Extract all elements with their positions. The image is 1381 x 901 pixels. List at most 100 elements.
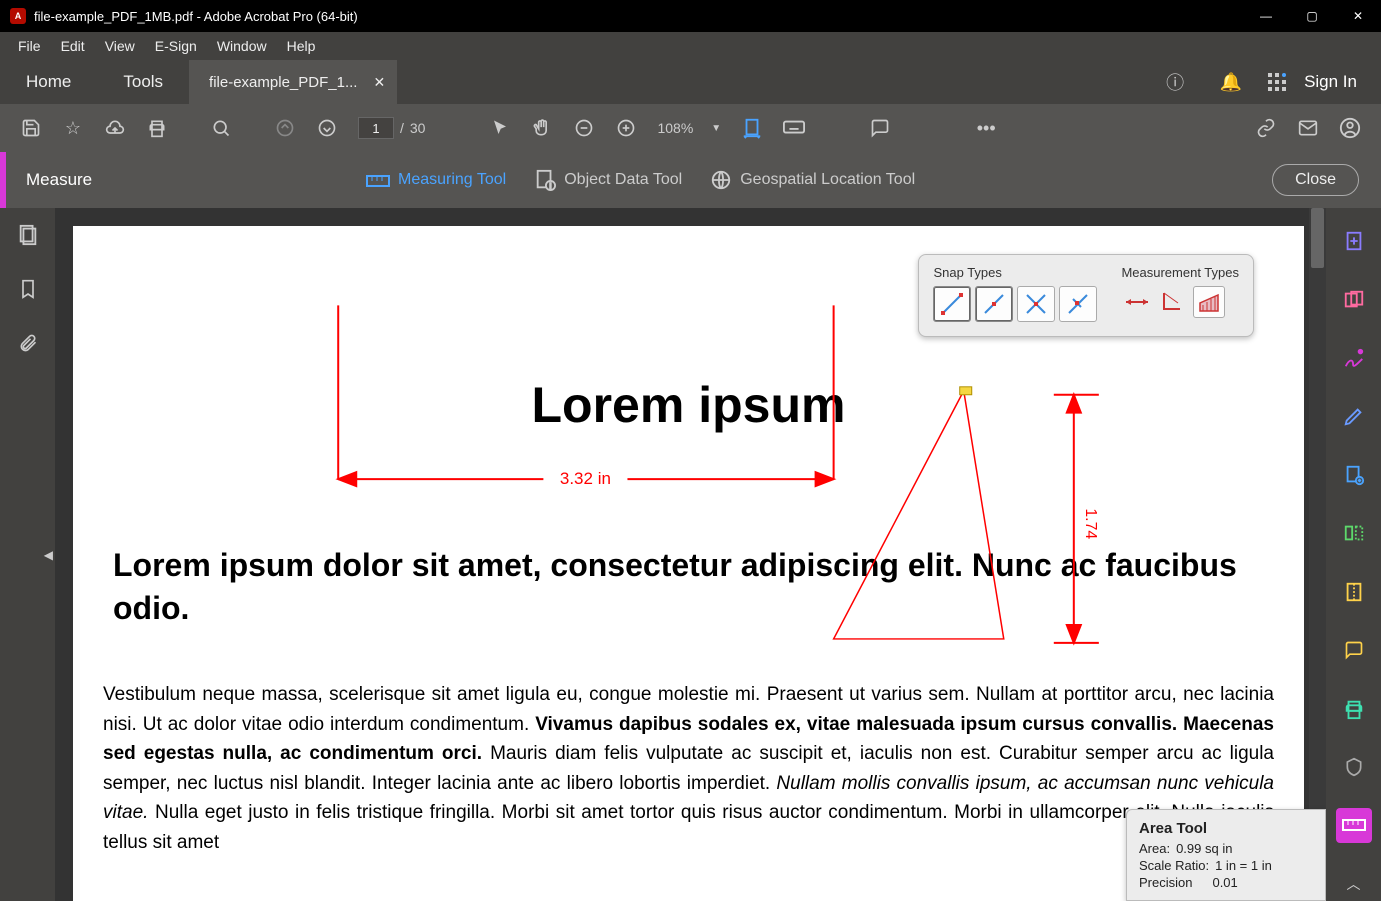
vertical-measure-label: 1.74 [1082,508,1099,539]
expand-left-rail-icon[interactable]: ◀ [44,548,53,562]
create-pdf-icon[interactable] [1336,224,1372,258]
export-icon[interactable] [1336,458,1372,492]
combine-icon[interactable] [1336,282,1372,316]
tab-tools[interactable]: Tools [97,60,189,104]
body-text-3: Nulla eget justo in felis tristique frin… [103,802,1274,852]
zoom-out-icon[interactable] [565,109,603,147]
object-data-tool-button[interactable]: i Object Data Tool [534,169,682,191]
distance-type-button[interactable] [1121,286,1153,318]
page-up-icon[interactable] [266,109,304,147]
object-data-tool-label: Object Data Tool [564,171,682,189]
window-title: file-example_PDF_1MB.pdf - Adobe Acrobat… [34,9,358,24]
keyboard-icon[interactable] [775,109,813,147]
measuring-tool-button[interactable]: Measuring Tool [366,171,506,189]
zoom-select[interactable]: 108%▼ [657,120,721,136]
minimize-button[interactable]: — [1243,0,1289,32]
title-bar: A file-example_PDF_1MB.pdf - Adobe Acrob… [0,0,1381,32]
tab-close-icon[interactable]: ✕ [373,74,385,91]
zoom-in-icon[interactable] [607,109,645,147]
page-total: 30 [410,120,426,136]
area-value: 0.99 sq in [1176,841,1232,856]
attachments-icon[interactable] [18,332,38,360]
right-rail: ︿ [1326,208,1381,901]
snap-midpoint-button[interactable] [975,286,1013,322]
overflow-icon[interactable]: ••• [967,109,1005,147]
pointer-icon[interactable] [481,109,519,147]
measure-toolbar: Measure Measuring Tool i Object Data Too… [0,152,1381,208]
vertical-scrollbar[interactable] [1309,208,1326,901]
page-down-icon[interactable] [308,109,346,147]
star-icon[interactable]: ☆ [54,109,92,147]
comment-tool-icon[interactable] [1336,633,1372,667]
measurement-types-header: Measurement Types [1121,265,1239,280]
snap-endpoint-button[interactable] [933,286,971,322]
snap-intersect-button[interactable] [1017,286,1055,322]
help-icon[interactable]: ⓘ [1156,63,1194,101]
area-tool-panel: Area Tool Area:0.99 sq in Scale Ratio:1 … [1126,809,1326,901]
close-window-button[interactable]: ✕ [1335,0,1381,32]
print-tool-icon[interactable] [1336,691,1372,725]
precision-value: 0.01 [1212,875,1237,890]
link-icon[interactable] [1247,109,1285,147]
menu-esign[interactable]: E-Sign [145,34,207,58]
snap-types-header: Snap Types [933,265,1097,280]
expand-tools-icon[interactable]: ︿ [1336,867,1372,901]
tab-bar: Home Tools file-example_PDF_1... ✕ ⓘ 🔔 S… [0,60,1381,104]
perimeter-type-button[interactable] [1157,286,1189,318]
menu-help[interactable]: Help [277,34,326,58]
close-measure-button[interactable]: Close [1272,164,1359,196]
menu-view[interactable]: View [95,34,145,58]
menu-window[interactable]: Window [207,34,277,58]
page-sep: / [400,120,404,136]
compress-icon[interactable] [1336,575,1372,609]
scrollbar-thumb[interactable] [1311,208,1324,268]
page-input[interactable] [358,117,394,139]
cloud-upload-icon[interactable] [96,109,134,147]
tab-document-label: file-example_PDF_1... [209,74,357,91]
sign-in-button[interactable]: Sign In [1304,72,1357,92]
page-body: Vestibulum neque massa, scelerisque sit … [103,680,1274,857]
organize-icon[interactable] [1336,516,1372,550]
notifications-icon[interactable]: 🔔 [1212,63,1250,101]
menu-edit[interactable]: Edit [51,34,95,58]
tab-home[interactable]: Home [0,60,97,104]
thumbnails-icon[interactable] [17,224,39,252]
precision-label: Precision [1139,875,1192,890]
maximize-button[interactable]: ▢ [1289,0,1335,32]
tab-document[interactable]: file-example_PDF_1... ✕ [189,60,397,104]
measure-label: Measure [6,170,366,190]
fit-width-icon[interactable] [733,109,771,147]
menu-file[interactable]: File [8,34,51,58]
search-icon[interactable] [202,109,240,147]
apps-grid-icon[interactable] [1268,73,1286,91]
hand-icon[interactable] [523,109,561,147]
scale-value: 1 in = 1 in [1215,858,1272,873]
menu-bar: File Edit View E-Sign Window Help [0,32,1381,60]
horizontal-measure-label: 3.32 in [560,469,611,488]
measure-tool-icon[interactable] [1336,808,1372,842]
area-label: Area: [1139,841,1170,856]
area-type-button[interactable] [1193,286,1225,318]
bookmarks-icon[interactable] [18,278,38,306]
main-toolbar: ☆ / 30 108%▼ ••• [0,104,1381,152]
mail-icon[interactable] [1289,109,1327,147]
geospatial-tool-label: Geospatial Location Tool [740,171,915,189]
account-icon[interactable] [1331,109,1369,147]
document-area: Lorem ipsum Lorem ipsum dolor sit amet, … [55,208,1326,901]
left-rail: ◀ [0,208,55,901]
sign-icon[interactable] [1336,341,1372,375]
scale-label: Scale Ratio: [1139,858,1209,873]
page-indicator: / 30 [358,117,425,139]
app-icon: A [10,8,26,24]
horizontal-measure-label2: 3.32 in [560,469,611,488]
page-subtitle: Lorem ipsum dolor sit amet, consectetur … [113,544,1274,630]
page-title: Lorem ipsum [73,376,1304,434]
edit-icon[interactable] [1336,399,1372,433]
protect-icon[interactable] [1336,750,1372,784]
comment-icon[interactable] [861,109,899,147]
print-icon[interactable] [138,109,176,147]
snap-perpendicular-button[interactable] [1059,286,1097,322]
pdf-page: Lorem ipsum Lorem ipsum dolor sit amet, … [73,226,1304,901]
save-icon[interactable] [12,109,50,147]
geospatial-tool-button[interactable]: Geospatial Location Tool [710,169,915,191]
